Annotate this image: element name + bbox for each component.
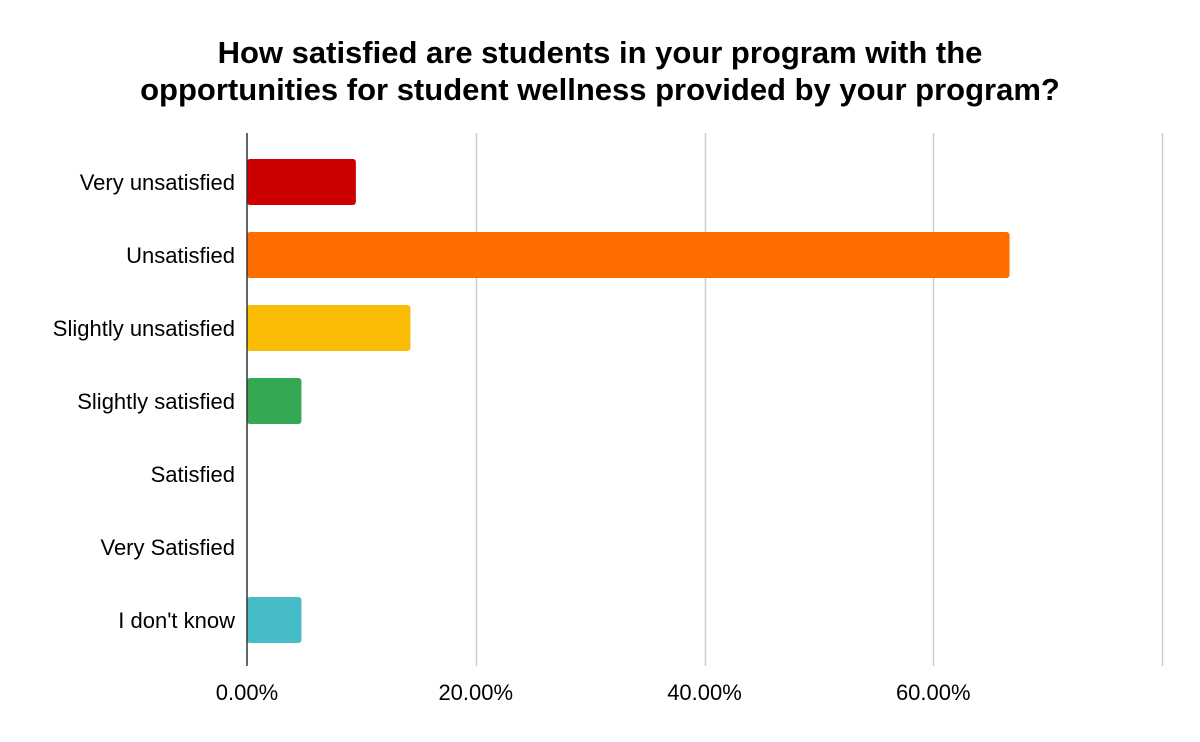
y-tick-label: Very unsatisfied [80,170,235,195]
y-tick-label: I don't know [118,608,235,633]
bar [247,305,411,351]
y-tick-label: Unsatisfied [126,243,235,268]
bar [247,378,302,424]
y-tick-label: Slightly unsatisfied [53,316,235,341]
tick-labels: Very unsatisfied Unsatisfied Slightly unsa… [53,170,971,705]
bar [247,232,1010,278]
bar [247,159,356,205]
gridlines [475,133,1164,666]
bars [247,159,1010,643]
chart-title: How satisfied are students in your progr… [140,35,1060,107]
x-tick-label: 20.00% [438,680,513,705]
x-tick-label: 40.00% [667,680,742,705]
y-tick-label: Very Satisfied [100,535,235,560]
bar [247,597,302,643]
y-tick-label: Satisfied [151,462,235,487]
x-tick-label: 60.00% [896,680,971,705]
x-tick-label: 0.00% [216,680,278,705]
y-tick-label: Slightly satisfied [77,389,235,414]
